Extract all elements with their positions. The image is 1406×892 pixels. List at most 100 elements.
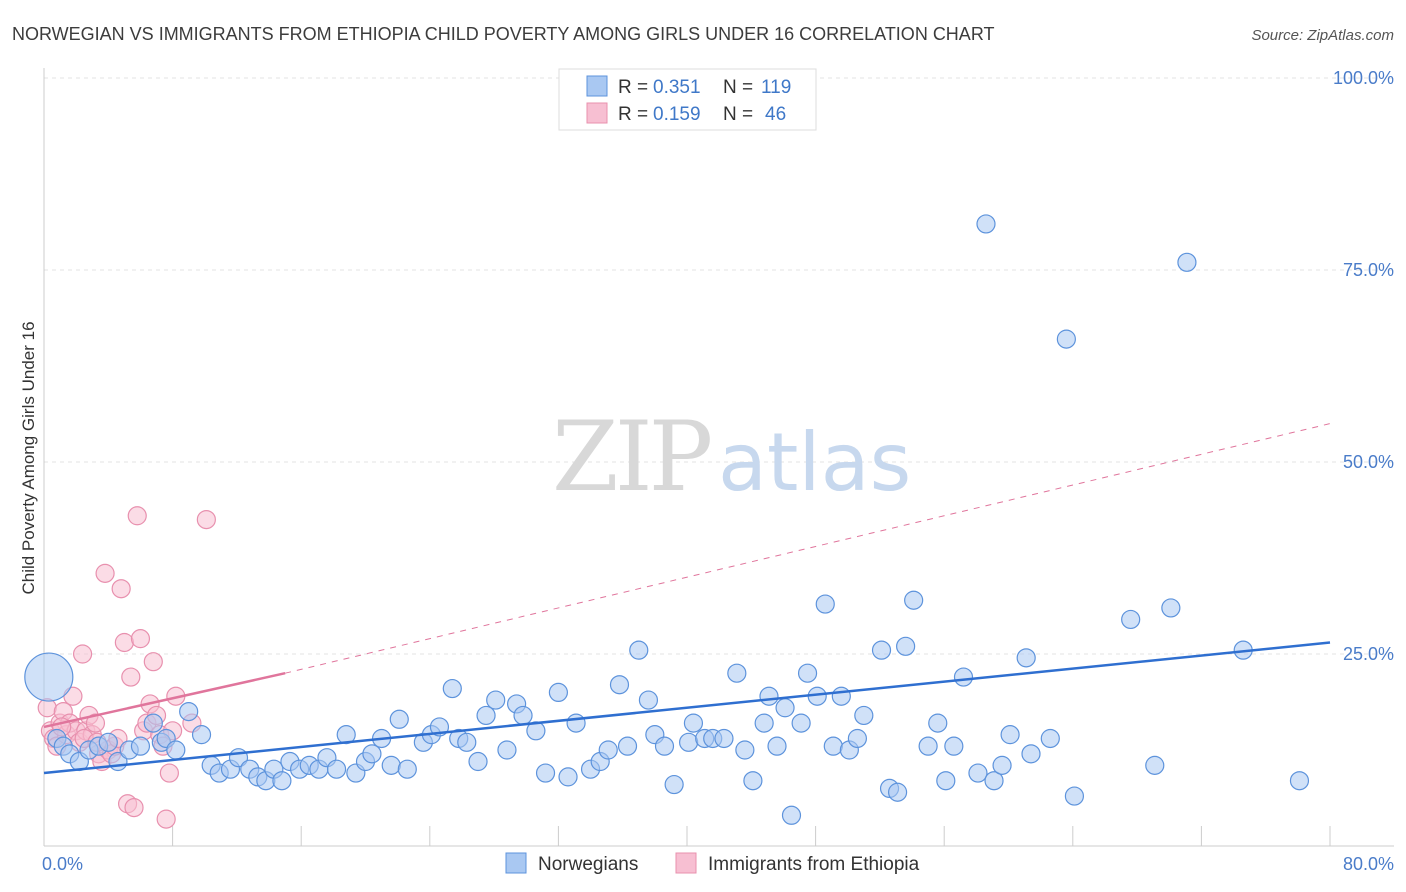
norwegian-point-110: [1145, 755, 1165, 775]
y-tick-labels: 25.0% 50.0% 75.0% 100.0%: [1333, 68, 1394, 664]
norwegian-point-31: [326, 759, 347, 779]
legend-n-label-1: N =: [723, 77, 753, 98]
norwegian-point-62: [629, 640, 649, 660]
ethiopia-point-23: [111, 579, 131, 599]
watermark: ZIP atlas: [552, 401, 911, 513]
norwegian-point-10: [130, 736, 151, 756]
norwegian-point-47: [476, 705, 496, 726]
watermark-atlas: atlas: [718, 416, 911, 509]
norwegian-point-75: [754, 713, 774, 733]
ethiopia-point-28: [127, 506, 147, 526]
norwegian-point-66: [664, 774, 684, 795]
norwegian-point-53: [535, 763, 556, 783]
norwegian-point-45: [457, 732, 477, 752]
scatter-points: [24, 214, 1310, 829]
norwegian-point-37: [381, 755, 401, 775]
norwegian-point-81: [797, 663, 818, 683]
norwegian-point-14: [166, 740, 186, 760]
norwegian-point-107: [1056, 329, 1076, 349]
norwegian-point-77: [767, 736, 787, 756]
norwegian-point-74: [743, 771, 763, 791]
norwegian-point-35: [362, 744, 382, 764]
norwegian-point-91: [887, 782, 908, 802]
norwegian-point-46: [468, 751, 488, 772]
chart-source: Source: ZipAtlas.com: [1251, 27, 1394, 44]
ethiopia-point-15: [85, 713, 106, 733]
norwegian-point-38: [389, 709, 409, 729]
ethiopia-point-38: [159, 763, 179, 783]
norwegian-point-97: [944, 736, 964, 756]
norwegian-point-83: [815, 594, 835, 614]
legend-r-value-1: 0.351: [653, 77, 701, 98]
legend-r-label-1: R =: [618, 77, 648, 98]
y-tick-label-2: 75.0%: [1343, 260, 1394, 280]
norwegian-point-109: [1121, 609, 1141, 630]
legend-r-value-2: 0.159: [653, 104, 701, 125]
norwegian-point-52: [526, 721, 546, 741]
x-tick-max: 80.0%: [1343, 854, 1394, 874]
norwegian-point-72: [727, 663, 747, 683]
norwegian-point-71: [714, 728, 734, 749]
norwegian-point-95: [928, 713, 948, 733]
bottom-legend-label-ethiopia: Immigrants from Ethiopia: [708, 854, 920, 875]
norwegian-point-106: [1040, 728, 1060, 749]
norwegian-point-49: [497, 740, 517, 760]
y-tick-label-3: 100.0%: [1333, 68, 1394, 88]
norwegian-point-56: [566, 713, 586, 733]
norwegian-point-15: [179, 701, 199, 722]
norwegian-point-114: [1289, 771, 1310, 791]
norwegian-point-79: [781, 805, 802, 825]
norwegian-point-60: [609, 675, 630, 695]
norwegian-point-84: [823, 736, 843, 756]
bottom-legend: Norwegians Immigrants from Ethiopia: [505, 852, 920, 875]
norwegian-point-103: [1000, 725, 1020, 745]
x-tick-min: 0.0%: [42, 854, 83, 874]
grid-lines: [44, 77, 1394, 655]
norwegian-point-101: [984, 771, 1004, 791]
ethiopia-point-18: [95, 563, 115, 583]
ethiopia-point-37: [156, 809, 176, 829]
legend-n-value-1: 119: [761, 77, 791, 98]
norwegian-trend-line: [43, 641, 1331, 775]
norwegian-point-96: [936, 771, 956, 791]
norwegian-point-0: [24, 652, 74, 702]
legend-swatch-norwegians: [586, 75, 608, 97]
norwegian-point-93: [904, 590, 924, 610]
norwegian-point-51: [513, 705, 533, 726]
norwegian-point-102: [992, 755, 1012, 775]
norwegian-point-104: [1016, 648, 1036, 668]
norwegian-point-68: [683, 713, 704, 733]
y-tick-label-0: 25.0%: [1343, 644, 1394, 664]
norwegian-point-54: [548, 682, 569, 703]
y-axis-label: Child Poverty Among Girls Under 16: [19, 321, 38, 594]
norwegian-point-80: [791, 713, 811, 733]
norwegian-point-39: [397, 759, 417, 779]
norwegian-point-16: [191, 725, 212, 745]
norwegian-point-88: [854, 705, 874, 726]
trend-lines: [43, 423, 1331, 775]
ethiopia-point-27: [124, 797, 144, 818]
norwegian-point-73: [735, 740, 755, 760]
norwegian-point-85: [831, 686, 851, 706]
ethiopia-point-29: [130, 629, 151, 649]
norwegian-point-55: [558, 767, 578, 787]
ethiopia-point-24: [114, 632, 134, 653]
norwegian-point-32: [336, 725, 356, 745]
norwegian-point-25: [272, 771, 292, 791]
norwegian-point-112: [1177, 252, 1197, 272]
watermark-zip: ZIP: [552, 401, 711, 513]
ethiopia-point-42: [196, 509, 216, 530]
norwegian-point-94: [918, 736, 938, 756]
norwegian-point-48: [486, 690, 506, 710]
bottom-legend-swatch-norwegians: [505, 852, 527, 874]
norwegian-point-105: [1021, 744, 1041, 764]
norwegian-point-108: [1064, 786, 1085, 806]
norwegian-point-65: [654, 736, 675, 756]
ethiopia-point-26: [121, 667, 141, 687]
norwegian-point-87: [847, 728, 867, 749]
ethiopia-point-33: [143, 652, 163, 672]
ethiopia-point-11: [72, 644, 93, 664]
norwegian-point-43: [442, 678, 462, 699]
legend-n-label-2: N =: [723, 104, 753, 125]
bottom-legend-label-norwegians: Norwegians: [538, 854, 638, 875]
